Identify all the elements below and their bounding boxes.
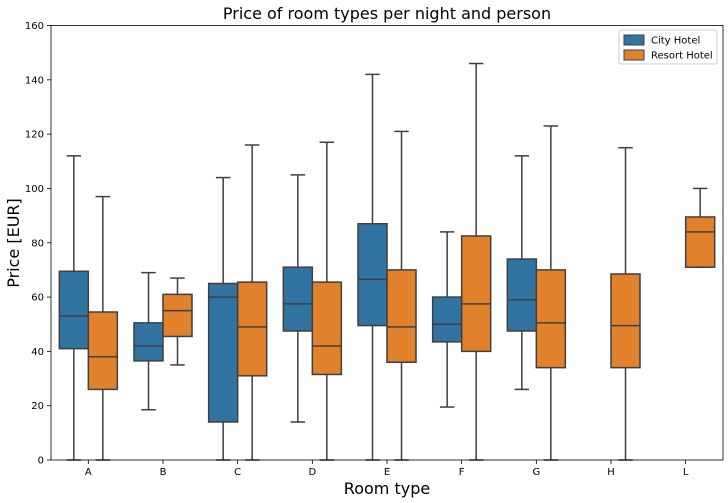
x-tick-label-G: G (532, 467, 540, 478)
box-city-hotel-A (58, 155, 90, 461)
x-axis-title: Room type (344, 479, 430, 498)
legend-swatch (623, 34, 645, 46)
box-body (236, 281, 268, 377)
y-tick-label: 160 (25, 21, 44, 32)
box-body (386, 269, 417, 363)
x-tick-label-A: A (85, 467, 92, 478)
box-body (207, 282, 239, 423)
box-resort-hotel-A (87, 195, 119, 461)
box-body (506, 258, 538, 332)
box-body (431, 296, 463, 343)
y-tick-label: 60 (31, 293, 44, 304)
x-tick-label-H: H (607, 467, 615, 478)
box-body (133, 322, 164, 362)
legend-label: City Hotel (651, 36, 700, 47)
box-body (282, 266, 314, 332)
x-tick-label-F: F (459, 467, 465, 478)
box-body (610, 273, 641, 369)
x-tick-label-E: E (384, 467, 390, 478)
box-body (535, 269, 567, 369)
box-resort-hotel-F (460, 62, 492, 461)
y-tick-label: 0 (38, 456, 44, 467)
box-resort-hotel-E (386, 130, 417, 461)
box-city-hotel-C (207, 176, 239, 461)
box-resort-hotel-B (162, 277, 193, 366)
box-body (58, 270, 90, 350)
y-tick-label: 40 (31, 347, 44, 358)
box-city-hotel-G (506, 155, 538, 391)
legend-swatch (623, 49, 645, 61)
box-body (311, 281, 343, 376)
box-resort-hotel-H (610, 146, 641, 461)
box-body (87, 311, 119, 391)
y-tick-label: 80 (31, 238, 44, 249)
legend-label: Resort Hotel (651, 51, 713, 62)
box-city-hotel-D (282, 174, 314, 423)
box-city-hotel-E (357, 73, 388, 461)
box-body (162, 293, 193, 338)
y-tick-label: 120 (25, 130, 44, 141)
chart-title: Price of room types per night and person (223, 4, 551, 23)
x-tick-label-C: C (234, 467, 241, 478)
box-body (357, 222, 388, 327)
y-tick-label: 20 (31, 401, 44, 412)
y-tick-label: 100 (25, 184, 44, 195)
box-body (684, 216, 716, 268)
box-resort-hotel-C (236, 144, 268, 461)
box-resort-hotel-L (684, 187, 716, 268)
box-city-hotel-B (133, 271, 164, 411)
y-axis: 0 20 40 60 80 100 120 140 160 (25, 21, 51, 467)
box-resort-hotel-G (535, 125, 567, 461)
y-tick-label: 140 (25, 75, 44, 86)
x-tick-label-L: L (683, 467, 689, 478)
y-axis-title: Price [EUR] (4, 198, 23, 288)
x-tick-label-D: D (308, 467, 316, 478)
boxes-layer (58, 62, 716, 461)
box-resort-hotel-D (311, 141, 343, 461)
legend: City Hotel Resort Hotel (618, 29, 718, 65)
box-body (460, 235, 492, 353)
box-city-hotel-F (431, 231, 463, 408)
x-tick-label-B: B (160, 467, 167, 478)
